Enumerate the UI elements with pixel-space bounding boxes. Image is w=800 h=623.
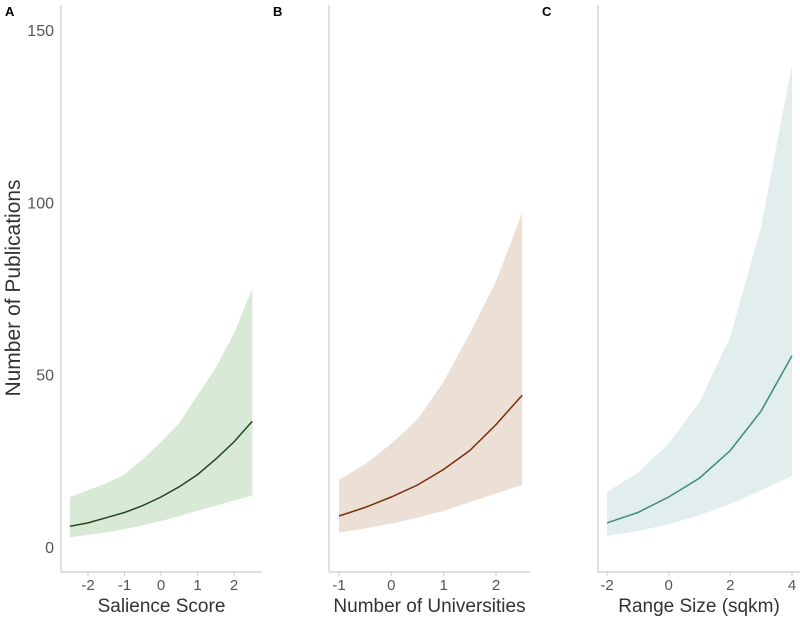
y-tick-label: 0 [45,540,54,557]
x-tick-label: 2 [492,577,500,594]
panel-c: -2 0 2 4 Range Size (sqkm) C [542,4,800,617]
x-tick-label: -1 [118,577,131,594]
x-tick-label: 2 [230,577,238,594]
x-tick-label: 1 [193,577,201,594]
y-tick-label: 100 [27,195,54,212]
panel-tag: B [273,4,282,19]
panel-tag: C [542,4,552,19]
mean-line [606,355,793,524]
mean-line [69,420,253,528]
confidence-band [69,288,253,538]
x-tick-label: 0 [387,577,395,594]
mean-line [338,394,523,517]
y-axis-label: Number of Publications [2,179,25,396]
y-tick-label: 50 [36,368,54,385]
x-tick-label: 4 [788,577,796,594]
x-tick-label: 0 [664,577,672,594]
x-tick-label: -2 [81,577,94,594]
x-tick-label: 2 [726,577,734,594]
panel-b: -1 0 1 2 Number of Universities B [273,4,530,617]
x-axis-label: Salience Score [98,596,226,617]
x-tick-label: -1 [332,577,345,594]
x-axis-label: Number of Universities [333,596,525,617]
x-tick-label: 0 [157,577,165,594]
confidence-band [607,64,792,536]
x-tick-label: -2 [600,577,613,594]
confidence-band [339,212,523,533]
panel-tag: A [5,4,15,19]
shared-y-axis: 0 50 100 150 [27,23,54,557]
x-tick-label: 1 [439,577,447,594]
y-tick-label: 150 [27,23,54,40]
x-axis-label: Range Size (sqkm) [618,596,780,617]
